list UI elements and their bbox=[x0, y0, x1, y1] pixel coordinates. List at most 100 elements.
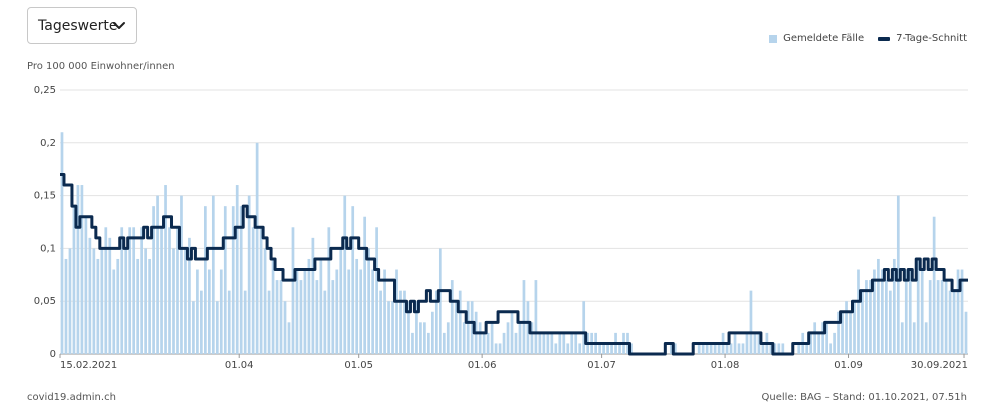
bar bbox=[741, 343, 745, 354]
bar bbox=[383, 269, 386, 354]
bar bbox=[896, 195, 900, 354]
bar bbox=[888, 290, 892, 354]
bar bbox=[944, 280, 948, 354]
x-tick-label: 01.05 bbox=[344, 360, 373, 371]
bar bbox=[164, 185, 167, 354]
bar bbox=[701, 343, 705, 354]
bar bbox=[873, 269, 876, 354]
bar bbox=[188, 237, 191, 354]
bar bbox=[84, 216, 88, 354]
bar bbox=[307, 258, 311, 354]
bar bbox=[542, 332, 546, 354]
bar bbox=[602, 343, 605, 354]
bar bbox=[367, 248, 370, 354]
bar bbox=[498, 343, 502, 354]
bar bbox=[857, 269, 860, 354]
bar bbox=[76, 185, 80, 354]
bar bbox=[713, 343, 717, 354]
bar bbox=[936, 280, 940, 354]
bar bbox=[60, 132, 64, 354]
bar bbox=[865, 280, 868, 354]
bar bbox=[908, 269, 912, 354]
bar bbox=[761, 343, 765, 354]
bar bbox=[733, 332, 737, 354]
view-select-label: Tageswerte bbox=[38, 17, 118, 34]
line-series bbox=[60, 172, 968, 356]
bar bbox=[502, 332, 506, 354]
bar bbox=[399, 290, 402, 354]
y-tick-label: 0,05 bbox=[34, 296, 56, 307]
bar bbox=[211, 195, 215, 354]
bar bbox=[207, 269, 211, 354]
bar bbox=[327, 227, 331, 354]
legend-item-line[interactable]: 7-Tage-Schnitt bbox=[878, 33, 967, 44]
bar bbox=[184, 248, 187, 354]
bar bbox=[323, 290, 327, 354]
bar bbox=[359, 269, 363, 354]
bar bbox=[578, 343, 582, 354]
bar bbox=[395, 269, 398, 354]
bar bbox=[582, 301, 586, 354]
bar bbox=[558, 332, 562, 354]
bar bbox=[403, 290, 406, 354]
bar bbox=[219, 269, 223, 354]
bar bbox=[303, 269, 307, 354]
bar bbox=[618, 343, 621, 354]
bar bbox=[92, 248, 96, 354]
bar bbox=[116, 258, 120, 354]
bar bbox=[231, 206, 235, 354]
bar bbox=[132, 227, 136, 354]
bar bbox=[80, 185, 84, 354]
bar bbox=[283, 301, 287, 354]
bar bbox=[295, 269, 299, 354]
bar bbox=[124, 248, 128, 354]
bar bbox=[319, 258, 323, 354]
bar bbox=[339, 248, 343, 354]
bar bbox=[725, 343, 729, 354]
legend-line-label: 7-Tage-Schnitt bbox=[896, 33, 967, 44]
bar bbox=[494, 343, 498, 354]
bar bbox=[108, 237, 112, 354]
bar bbox=[88, 237, 92, 354]
bar bbox=[140, 227, 143, 354]
bar bbox=[335, 269, 339, 354]
bar bbox=[442, 332, 446, 354]
bar bbox=[669, 343, 673, 354]
bar bbox=[223, 206, 227, 354]
bar bbox=[427, 332, 430, 354]
bar bbox=[885, 280, 888, 354]
bar bbox=[881, 269, 884, 354]
bar bbox=[200, 290, 203, 354]
bar bbox=[924, 322, 928, 354]
bar bbox=[781, 343, 785, 354]
bar bbox=[749, 290, 753, 354]
bar bbox=[438, 248, 442, 354]
bar bbox=[136, 258, 140, 354]
view-select-dropdown[interactable]: Tageswerte bbox=[27, 7, 137, 44]
bar bbox=[837, 311, 840, 354]
bar bbox=[538, 332, 542, 354]
bar bbox=[849, 311, 852, 354]
bar bbox=[371, 269, 374, 354]
legend-item-bars[interactable]: Gemeldete Fälle bbox=[769, 33, 864, 44]
bar bbox=[877, 258, 880, 354]
bar bbox=[96, 258, 100, 354]
bar bbox=[415, 301, 418, 354]
x-tick-label: 15.02.2021 bbox=[60, 360, 117, 371]
chevron-down-icon bbox=[113, 22, 125, 29]
bar bbox=[482, 332, 486, 354]
bar bbox=[892, 258, 896, 354]
bar bbox=[709, 343, 713, 354]
bar bbox=[407, 301, 410, 354]
bar bbox=[156, 195, 159, 354]
bar bbox=[817, 332, 821, 354]
bar bbox=[347, 269, 351, 354]
bar bbox=[630, 343, 633, 354]
bar bbox=[160, 227, 163, 354]
legend-bars-swatch bbox=[769, 34, 778, 43]
bar bbox=[506, 322, 510, 354]
x-tick-labels: 15.02.2021 01.04 01.05 01.06 01.07 01.08 01.09… bbox=[59, 354, 968, 371]
bar bbox=[570, 332, 574, 354]
legend-bars-label: Gemeldete Fälle bbox=[783, 33, 865, 44]
